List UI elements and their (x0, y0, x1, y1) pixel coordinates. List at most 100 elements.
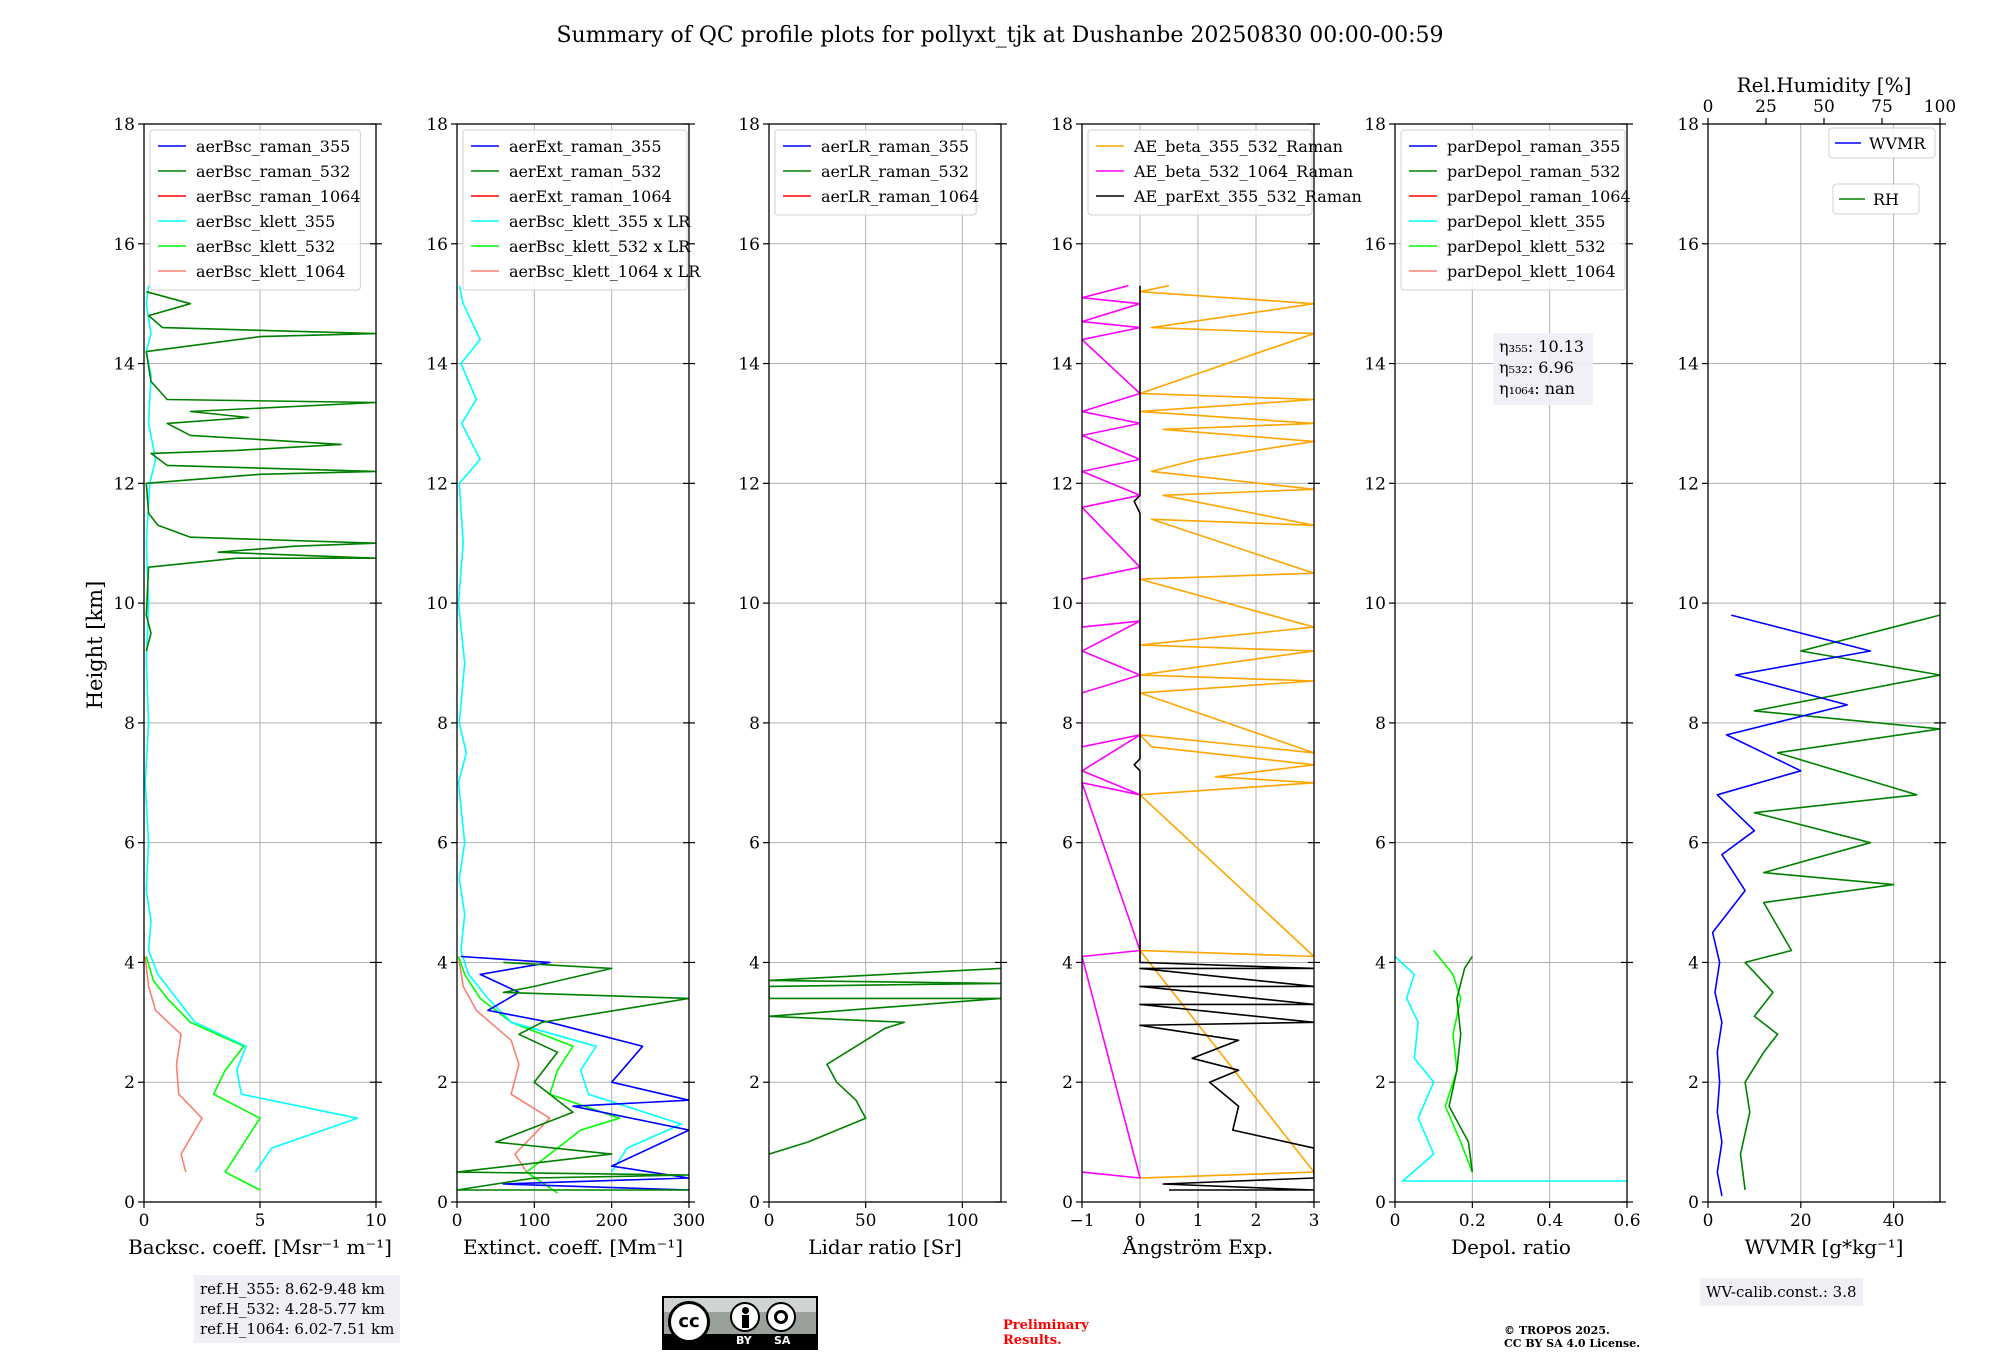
wv-xtick-label: 0 (1703, 1211, 1714, 1231)
wv-top-xlabel: Rel.Humidity [%] (1737, 73, 1912, 97)
ae-ytick-label: 2 (1062, 1073, 1073, 1093)
ae-xtick-label: 3 (1309, 1211, 1320, 1231)
series-ae-parext-355-532-raman (1133, 285, 1314, 1191)
sa-icon (766, 1302, 796, 1332)
depol-eta-value: η₁₀₆₄: nan (1499, 379, 1575, 398)
ae-xlabel: Ångström Exp. (1122, 1234, 1273, 1259)
bsc-ytick-label: 2 (124, 1073, 135, 1093)
depol-eta-bg (1493, 333, 1593, 405)
ext-legend-label: aerExt_raman_355 (509, 137, 662, 156)
sa-label: SA (774, 1334, 791, 1347)
lr-series (769, 967, 1001, 1155)
preliminary-note: Preliminary Results. (1003, 1318, 1089, 1348)
wv-xlabel: WVMR [g*kg⁻¹] (1745, 1235, 1904, 1259)
depol-xtick-label: 0.6 (1613, 1211, 1640, 1231)
lr-ytick-label: 6 (749, 834, 760, 854)
ae-xtick-label: 2 (1251, 1211, 1262, 1231)
wv-ytick-label: 6 (1688, 834, 1699, 854)
figure-title: Summary of QC profile plots for pollyxt_… (556, 23, 1443, 48)
lr-ytick-label: 2 (749, 1073, 760, 1093)
bsc-legend-label: aerBsc_raman_355 (196, 137, 350, 156)
wv-ytick-label: 8 (1688, 714, 1699, 734)
lr-ytick-label: 8 (749, 714, 760, 734)
lr-legend-label: aerLR_raman_1064 (821, 187, 979, 206)
lr-ytick-label: 4 (749, 953, 760, 973)
series-wvmr (1711, 614, 1872, 1197)
bsc-xlabel: Backsc. coeff. [Msr⁻¹ m⁻¹] (128, 1235, 392, 1259)
depol-ytick-label: 12 (1364, 474, 1386, 494)
wv-top-xtick-label: 100 (1924, 97, 1956, 117)
depol-legend-label: parDepol_klett_1064 (1447, 262, 1616, 281)
depol-legend-label: parDepol_klett_355 (1447, 212, 1605, 231)
depol-legend-box (1400, 129, 1626, 291)
wv-legend-label: WVMR (1869, 134, 1926, 153)
ext-ytick-label: 18 (426, 115, 448, 135)
wv-ytick-label: 16 (1677, 235, 1699, 255)
lr-ytick-label: 18 (738, 115, 760, 135)
wv-top-xtick-label: 0 (1703, 97, 1714, 117)
copyright-line-2: CC BY SA 4.0 License. (1504, 1337, 1641, 1350)
ext-ytick-label: 16 (426, 235, 448, 255)
wv-legend: WVMR RH (1828, 127, 1936, 215)
ae-ytick-label: 14 (1051, 355, 1073, 375)
series-rh (1739, 614, 1940, 1191)
ae-ytick-label: 18 (1051, 115, 1073, 135)
panel-bsc: 0 2 4 6 8 10 12 14 16 18 0 5 10 Backsc. coeff. [Msr⁻¹… (113, 115, 392, 1259)
series-pardepol-klett-355 (1395, 955, 1627, 1182)
ae-legend-label: AE_parExt_355_532_Raman (1133, 187, 1362, 206)
wv-grid (1707, 123, 1940, 1203)
series-ae-beta-355-532-raman (1139, 284, 1314, 1179)
depol-legend-label: parDepol_raman_355 (1447, 137, 1620, 156)
bsc-xtick-label: 0 (139, 1211, 150, 1231)
ae-ytick-label: 4 (1062, 953, 1073, 973)
ae-ytick-label: 0 (1062, 1193, 1073, 1213)
lr-ytick-label: 14 (738, 355, 760, 375)
depol-ytick-label: 16 (1364, 235, 1386, 255)
series-aerbsc-klett-1064-x-lr (457, 956, 551, 1173)
ae-xtick-label: 0 (1135, 1211, 1146, 1231)
ref-heights-box: ref.H_355: 8.62-9.48 km ref.H_532: 4.28-… (194, 1275, 401, 1343)
preliminary-line-1: Preliminary (1003, 1318, 1089, 1333)
ae-xtick-label: 1 (1193, 1211, 1204, 1231)
ae-ytick-label: 16 (1051, 235, 1073, 255)
bsc-legend: aerBsc_raman_355 aerBsc_raman_532 aerBsc_r… (149, 129, 361, 291)
lr-xtick-label: 100 (946, 1211, 978, 1231)
ext-ytick-label: 8 (437, 714, 448, 734)
lr-xlabel: Lidar ratio [Sr] (808, 1235, 962, 1259)
wv-xtick-label: 40 (1883, 1211, 1905, 1231)
wv-xtick-label: 20 (1790, 1211, 1812, 1231)
lr-xtick-label: 50 (855, 1211, 877, 1231)
by-icon (730, 1302, 760, 1332)
ext-xlabel: Extinct. coeff. [Mm⁻¹] (463, 1235, 683, 1259)
depol-legend: parDepol_raman_355 parDepol_raman_532 parD… (1400, 129, 1631, 291)
panel-ext: 0 2 4 6 8 10 12 14 16 18 0 100 200 300 Extinct. coeff.… (426, 115, 705, 1259)
lr-grid (768, 123, 1001, 1203)
copyright-note: © TROPOS 2025. CC BY SA 4.0 License. (1504, 1324, 1640, 1350)
series-aerbsc-klett-532 (145, 956, 261, 1191)
lr-xtick-label: 0 (764, 1211, 775, 1231)
bsc-xtick-label: 5 (255, 1211, 266, 1231)
lr-legend-label: aerLR_raman_532 (821, 162, 969, 181)
panel-lr: 0 2 4 6 8 10 12 14 16 18 0 50 100 Lidar ratio [Sr] aer… (738, 115, 1007, 1259)
ext-xtick-label: 100 (518, 1211, 550, 1231)
lr-legend-label: aerLR_raman_355 (821, 137, 969, 156)
series-aerbsc-klett-532-x-lr (457, 956, 621, 1194)
ae-legend-box (1087, 129, 1313, 216)
depol-eta-value: η₃₅₅: 10.13 (1499, 337, 1584, 356)
bsc-ytick-label: 18 (113, 115, 135, 135)
depol-ytick-label: 2 (1375, 1073, 1386, 1093)
ext-ytick-label: 6 (437, 834, 448, 854)
series-pardepol-klett-532 (1433, 949, 1474, 1173)
wv-ytick-label: 4 (1688, 953, 1699, 973)
ext-ytick-label: 4 (437, 953, 448, 973)
bsc-legend-box (149, 129, 361, 291)
series-aerlr-raman-532 (769, 967, 1001, 1155)
depol-ytick-label: 4 (1375, 953, 1386, 973)
wv-ytick-label: 14 (1677, 355, 1699, 375)
wv-top-xtick-label: 75 (1871, 97, 1893, 117)
ae-legend-label: AE_beta_355_532_Raman (1133, 137, 1343, 156)
series-aerbsc-klett-355-x-lr (457, 285, 683, 1173)
lr-frame (768, 123, 1002, 1203)
ext-legend: aerExt_raman_355 aerExt_raman_532 aerExt_r… (462, 129, 701, 291)
